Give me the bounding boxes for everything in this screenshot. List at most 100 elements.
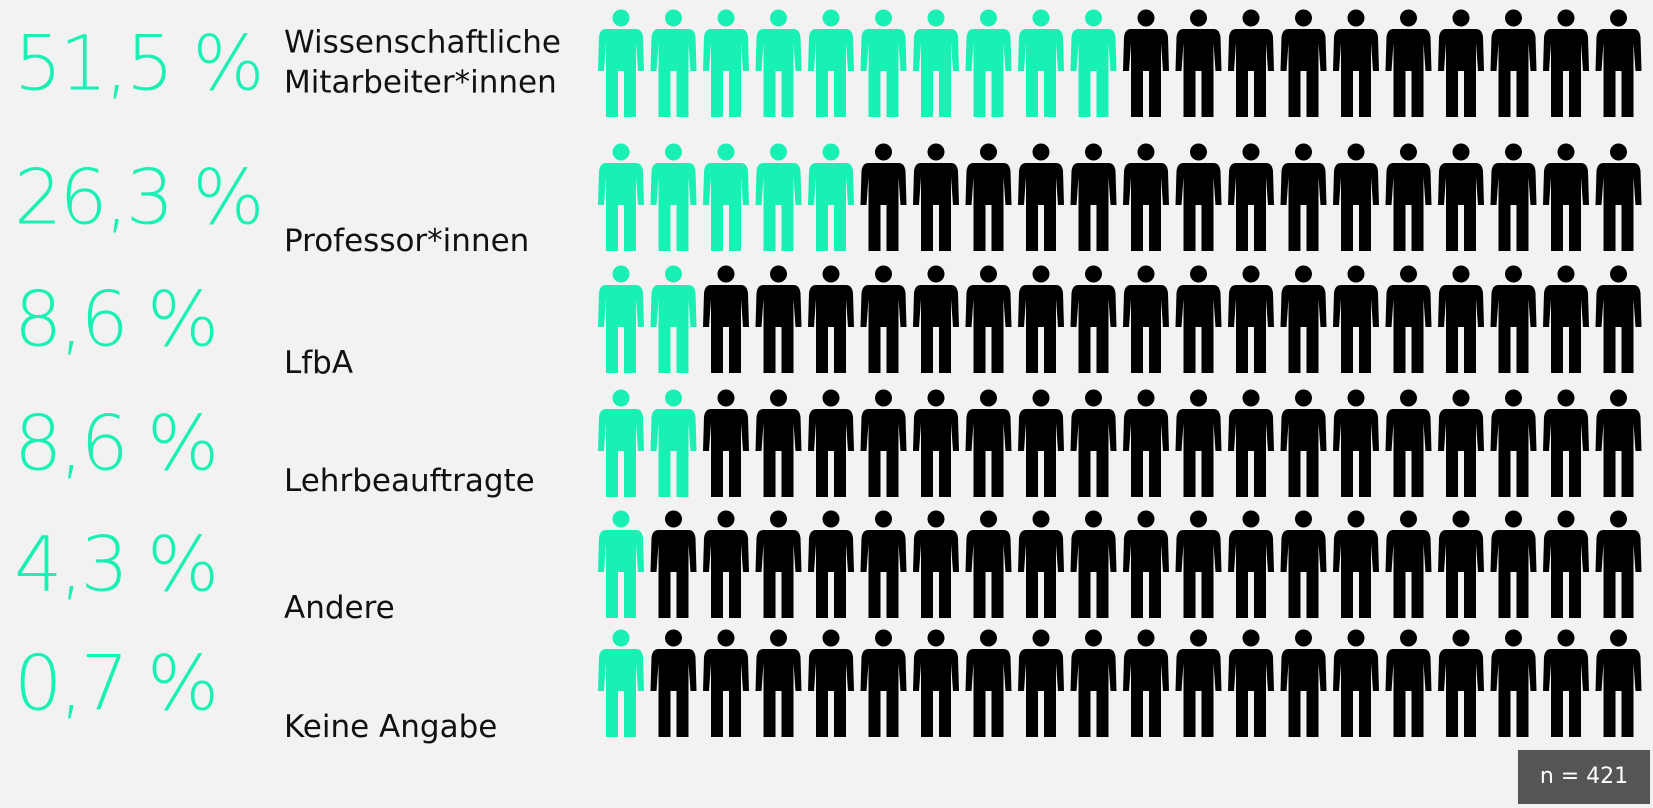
filled-person-icon xyxy=(598,143,644,251)
person-icon xyxy=(1070,629,1117,737)
person-icon xyxy=(1280,629,1327,737)
person-icon xyxy=(1490,265,1537,373)
person-icon xyxy=(1385,510,1432,618)
filled-person-icon xyxy=(650,9,697,117)
category-label: Keine Angabe xyxy=(284,708,498,745)
person-icon xyxy=(860,510,907,618)
person-icon xyxy=(703,510,749,618)
person-icon xyxy=(1490,510,1537,618)
person-icon xyxy=(1175,510,1222,618)
person-icon xyxy=(1333,9,1379,117)
value-label: 26,3 % xyxy=(14,152,265,242)
person-icon xyxy=(1333,389,1379,497)
filled-person-icon xyxy=(650,143,697,251)
person-icon xyxy=(1280,9,1327,117)
person-icon xyxy=(755,510,802,618)
person-icon xyxy=(965,629,1012,737)
person-icon xyxy=(1333,629,1379,737)
person-icon xyxy=(808,510,854,618)
filled-person-icon xyxy=(598,510,644,618)
person-icon xyxy=(1018,510,1064,618)
person-icon xyxy=(1543,629,1589,737)
filled-person-icon xyxy=(755,9,802,117)
person-icon xyxy=(913,143,959,251)
person-icon xyxy=(1385,9,1432,117)
value-label: 0,7 % xyxy=(14,638,219,728)
person-icon xyxy=(1595,389,1642,497)
person-icon xyxy=(1333,510,1379,618)
person-icon xyxy=(1438,143,1484,251)
person-icon xyxy=(1490,389,1537,497)
person-icon xyxy=(1175,143,1222,251)
person-icon xyxy=(913,510,959,618)
person-icon xyxy=(1385,265,1432,373)
person-icon xyxy=(860,265,907,373)
person-icon xyxy=(1543,9,1589,117)
person-icon xyxy=(1123,265,1169,373)
person-icon xyxy=(1280,143,1327,251)
person-icon xyxy=(1543,265,1589,373)
person-icon xyxy=(1175,629,1222,737)
person-icon xyxy=(1595,9,1642,117)
person-icon xyxy=(1595,265,1642,373)
filled-person-icon xyxy=(808,9,854,117)
person-icon xyxy=(1490,9,1537,117)
category-label: Andere xyxy=(284,589,395,626)
person-icon xyxy=(1228,265,1274,373)
person-icon xyxy=(1543,510,1589,618)
filled-person-icon xyxy=(650,389,697,497)
person-icon xyxy=(860,389,907,497)
person-icon xyxy=(1595,143,1642,251)
filled-person-icon xyxy=(860,9,907,117)
value-label: 8,6 % xyxy=(14,274,219,364)
category-label: Lehrbeauftragte xyxy=(284,462,535,499)
person-icon xyxy=(1595,510,1642,618)
person-icon xyxy=(1018,629,1064,737)
person-icon xyxy=(1070,389,1117,497)
person-icon xyxy=(808,629,854,737)
person-icon xyxy=(1333,143,1379,251)
person-icon xyxy=(1228,510,1274,618)
value-label: 8,6 % xyxy=(14,398,219,488)
person-icon xyxy=(703,629,749,737)
person-icon xyxy=(913,629,959,737)
person-icon xyxy=(1228,629,1274,737)
person-icon xyxy=(1438,9,1484,117)
person-icon xyxy=(1280,510,1327,618)
person-icon xyxy=(1123,389,1169,497)
person-icon xyxy=(1175,9,1222,117)
person-icon xyxy=(913,265,959,373)
person-icon xyxy=(808,265,854,373)
person-icon xyxy=(1175,265,1222,373)
person-icon xyxy=(1228,389,1274,497)
filled-person-icon xyxy=(598,389,644,497)
person-icon xyxy=(808,389,854,497)
filled-person-icon xyxy=(598,9,644,117)
person-icon xyxy=(1595,629,1642,737)
value-label: 51,5 % xyxy=(14,18,265,108)
filled-person-icon xyxy=(1070,9,1117,117)
person-icon xyxy=(1438,389,1484,497)
filled-person-icon xyxy=(965,9,1012,117)
filled-person-icon xyxy=(703,143,749,251)
person-icon xyxy=(1018,265,1064,373)
filled-person-icon xyxy=(598,629,644,737)
person-icon xyxy=(1018,389,1064,497)
person-icon xyxy=(703,389,749,497)
person-icon xyxy=(965,143,1012,251)
value-label: 4,3 % xyxy=(14,519,219,609)
person-icon xyxy=(1438,629,1484,737)
filled-person-icon xyxy=(808,143,854,251)
person-icon xyxy=(1385,143,1432,251)
person-icon xyxy=(1543,389,1589,497)
person-icon xyxy=(1543,143,1589,251)
person-icon xyxy=(650,629,697,737)
sample-size-note: n = 421 xyxy=(1518,750,1650,804)
filled-person-icon xyxy=(703,9,749,117)
person-icon xyxy=(965,389,1012,497)
person-icon xyxy=(703,265,749,373)
person-icon xyxy=(860,143,907,251)
filled-person-icon xyxy=(1018,9,1064,117)
category-label: Professor*innen xyxy=(284,222,530,259)
